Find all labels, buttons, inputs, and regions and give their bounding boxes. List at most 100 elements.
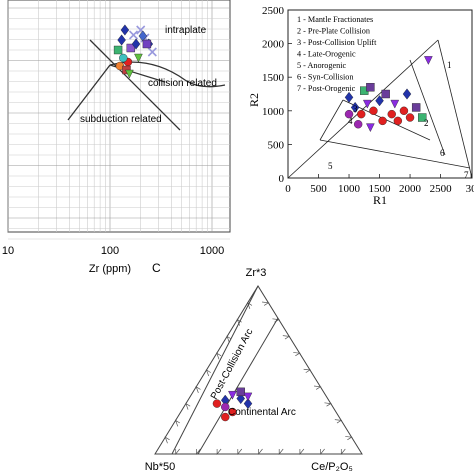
ternary-tick-mark	[216, 448, 222, 455]
ternary-tick-mark	[262, 301, 270, 306]
panel-a: intraplate collision related subduction …	[2, 0, 231, 275]
panel-b-data-point	[366, 83, 375, 92]
panel-b-data-point	[405, 113, 415, 122]
x-tick-label: 30	[466, 183, 474, 195]
panel-a-data-point	[117, 34, 126, 46]
x-tick-label-100: 100	[101, 245, 119, 257]
ternary-triangle	[154, 285, 363, 455]
panel-b-data-point	[378, 116, 387, 126]
y-tick-label: 1500	[262, 72, 285, 84]
panel-b-data-point	[418, 113, 427, 122]
panel-c-data-point	[221, 412, 230, 422]
ternary-tick-mark	[299, 448, 305, 455]
panel-c-data-point	[228, 391, 237, 400]
legend-entry: 5 - Anorogenic	[297, 61, 346, 70]
ternary-tick-mark	[314, 385, 322, 390]
field-label-number: 7	[464, 170, 469, 180]
ternary-tick-mark	[303, 368, 312, 373]
x-tick-label: 2000	[399, 183, 422, 195]
panel-b-field-lines	[287, 39, 473, 179]
panel-a-points	[113, 24, 157, 79]
post-collision-right-line	[197, 317, 279, 455]
ternary-tick-mark	[258, 448, 263, 455]
subduction-boundary-line	[89, 39, 181, 131]
panel-c-letter: C	[152, 261, 161, 275]
apex-label-left: Nb*50	[145, 461, 176, 473]
field-label-number: 5	[328, 161, 333, 171]
ternary-tick-mark	[320, 448, 325, 455]
ternary-tick-mark	[195, 385, 201, 393]
ternary-tick-mark	[185, 402, 191, 410]
panel-b-data-point	[363, 99, 372, 109]
ternary-tick-mark	[334, 419, 343, 424]
panel-b-ticks: 0 500 1000 1500 2000 2500 30050010001500200025…	[262, 5, 474, 195]
panel-b-field-labels: 1 2 34 5 6 7	[328, 60, 469, 180]
legend-entry: 3 - Post-Collision Uplift	[297, 38, 377, 47]
y-tick-label: 2000	[262, 39, 285, 51]
x-tick-label: 1000	[338, 183, 361, 195]
x-axis-label: Zr (ppm)	[89, 263, 131, 275]
field-label-number: 1	[447, 60, 452, 70]
panel-c-points	[212, 387, 253, 422]
panel-a-data-point	[120, 24, 130, 36]
panel-c: C Zr*3 Nb*50 Ce/P₂O₅ Post-Collision Arc …	[145, 261, 363, 473]
panel-c-data-point	[228, 407, 237, 417]
field-label-number: 3	[353, 104, 358, 114]
ternary-tick-mark	[324, 402, 332, 407]
panel-c-data-point	[243, 398, 253, 410]
panel-a-data-point	[147, 47, 157, 57]
panel-c-data-point	[221, 402, 230, 412]
legend-entry: 6 - Syn-Collision	[297, 73, 353, 82]
ternary-tick-mark	[205, 369, 211, 377]
panel-a-data-point	[128, 30, 139, 40]
field-line-5	[319, 99, 344, 141]
panel-b-data-point	[381, 89, 390, 99]
ternary-tick-mark	[237, 448, 243, 455]
panel-b-points	[344, 56, 433, 133]
panel-a-data-point	[134, 53, 143, 63]
x-tick-label: 2500	[430, 183, 453, 195]
ternary-tick-mark	[247, 301, 253, 309]
panel-b-data-point	[369, 106, 378, 116]
panel-a-data-point	[142, 39, 152, 49]
ternary-tick-mark	[345, 436, 353, 441]
panel-b-data-point	[344, 91, 354, 103]
ternary-tick-mark	[196, 448, 201, 455]
ternary-tick-mark	[282, 335, 291, 340]
field-label-post-collision-arc: Post-Collision Arc	[209, 327, 255, 401]
panel-a-data-point	[125, 69, 134, 79]
panel-a-data-point	[119, 53, 128, 63]
field-label-number: 4	[348, 116, 353, 126]
panel-b-data-point	[402, 88, 412, 100]
x-tick-label: 500	[310, 183, 327, 195]
ternary-tick-mark	[293, 352, 301, 357]
field-label-number: 6	[440, 148, 445, 158]
panel-a-data-point	[113, 45, 123, 55]
x-tick-label: 1500	[369, 183, 392, 195]
panel-b-data-point	[390, 99, 400, 109]
y-tick-label: 1000	[262, 106, 285, 118]
field-line-6	[409, 59, 446, 156]
post-collision-left-line	[171, 285, 259, 455]
panel-c-data-point	[236, 387, 245, 397]
x-tick-label-1000: 1000	[200, 245, 224, 257]
x-tick-label-10: 10	[2, 245, 14, 257]
ternary-tick-mark	[175, 448, 180, 455]
panel-a-data-point	[126, 43, 136, 53]
panel-c-data-point	[243, 392, 253, 402]
field-label-continental-arc: Continental Arc	[228, 407, 296, 418]
panel-b-data-point	[387, 109, 396, 119]
y-tick-label: 2500	[262, 5, 285, 17]
annotation-intraplate: intraplate	[165, 25, 207, 36]
subduction-upper-line	[67, 64, 111, 121]
y-tick-label: 0	[279, 173, 285, 185]
ternary-tick-mark	[216, 352, 222, 360]
panel-b-data-point	[411, 103, 421, 112]
ternary-tick-mark	[340, 448, 346, 455]
panel-b-data-point	[399, 106, 409, 116]
panel-b-data-point	[375, 95, 384, 107]
annotation-collision-related: collision related	[148, 78, 217, 89]
panel-b-data-point	[350, 101, 360, 113]
ternary-tick-mark	[278, 448, 284, 455]
